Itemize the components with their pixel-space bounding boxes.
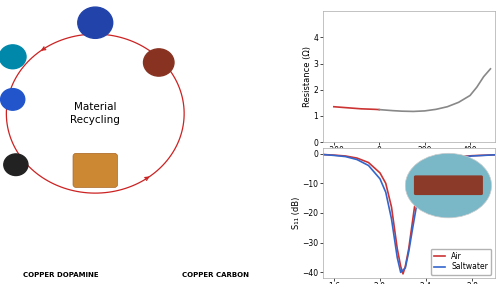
Saltwater	[354, 158, 360, 161]
Saltwater	[342, 155, 348, 158]
Saltwater	[366, 164, 372, 167]
Saltwater	[446, 157, 452, 161]
Air	[458, 155, 464, 158]
Saltwater	[383, 191, 389, 194]
Air	[423, 168, 429, 172]
Saltwater	[394, 256, 400, 259]
Air	[342, 154, 348, 158]
Air	[320, 153, 326, 156]
Saltwater	[331, 154, 337, 157]
Air	[354, 156, 360, 160]
Text: COPPER CARBON: COPPER CARBON	[182, 272, 250, 278]
Saltwater	[414, 202, 420, 206]
Air	[398, 265, 404, 268]
Air	[388, 205, 394, 209]
Saltwater	[320, 153, 326, 156]
Line: Saltwater: Saltwater	[322, 154, 495, 272]
Air	[383, 181, 389, 185]
Circle shape	[0, 45, 26, 69]
Saltwater	[492, 153, 498, 156]
Air	[446, 156, 452, 160]
Air	[331, 153, 337, 157]
Line: Air: Air	[322, 154, 495, 274]
Saltwater	[428, 167, 434, 170]
Saltwater	[388, 217, 394, 221]
Air	[406, 247, 412, 250]
Air	[366, 161, 372, 164]
Text: Material
Recycling: Material Recycling	[70, 103, 120, 125]
Saltwater	[458, 155, 464, 159]
Saltwater	[377, 177, 383, 181]
Saltwater	[402, 266, 408, 270]
Circle shape	[144, 49, 174, 76]
Circle shape	[0, 89, 25, 110]
Air	[469, 154, 475, 157]
Circle shape	[78, 7, 112, 38]
Saltwater	[409, 229, 415, 233]
Air	[394, 247, 400, 250]
Text: COPPER DOPAMINE: COPPER DOPAMINE	[22, 272, 98, 278]
Air	[377, 171, 383, 175]
Y-axis label: Resistance (Ω): Resistance (Ω)	[303, 46, 312, 107]
X-axis label: Temperature (°C): Temperature (°C)	[372, 156, 445, 166]
Air	[417, 181, 423, 185]
Air	[492, 153, 498, 156]
Saltwater	[398, 271, 404, 274]
Air	[412, 205, 418, 209]
FancyBboxPatch shape	[73, 153, 118, 187]
Saltwater	[420, 179, 426, 182]
Circle shape	[4, 154, 28, 176]
Saltwater	[469, 154, 475, 158]
Legend: Air, Saltwater: Air, Saltwater	[430, 249, 491, 275]
Air	[434, 159, 440, 163]
Air	[400, 272, 406, 275]
Saltwater	[434, 161, 440, 164]
Air	[402, 265, 408, 268]
Saltwater	[406, 250, 412, 253]
Y-axis label: S₁₁ (dB): S₁₁ (dB)	[292, 197, 301, 229]
